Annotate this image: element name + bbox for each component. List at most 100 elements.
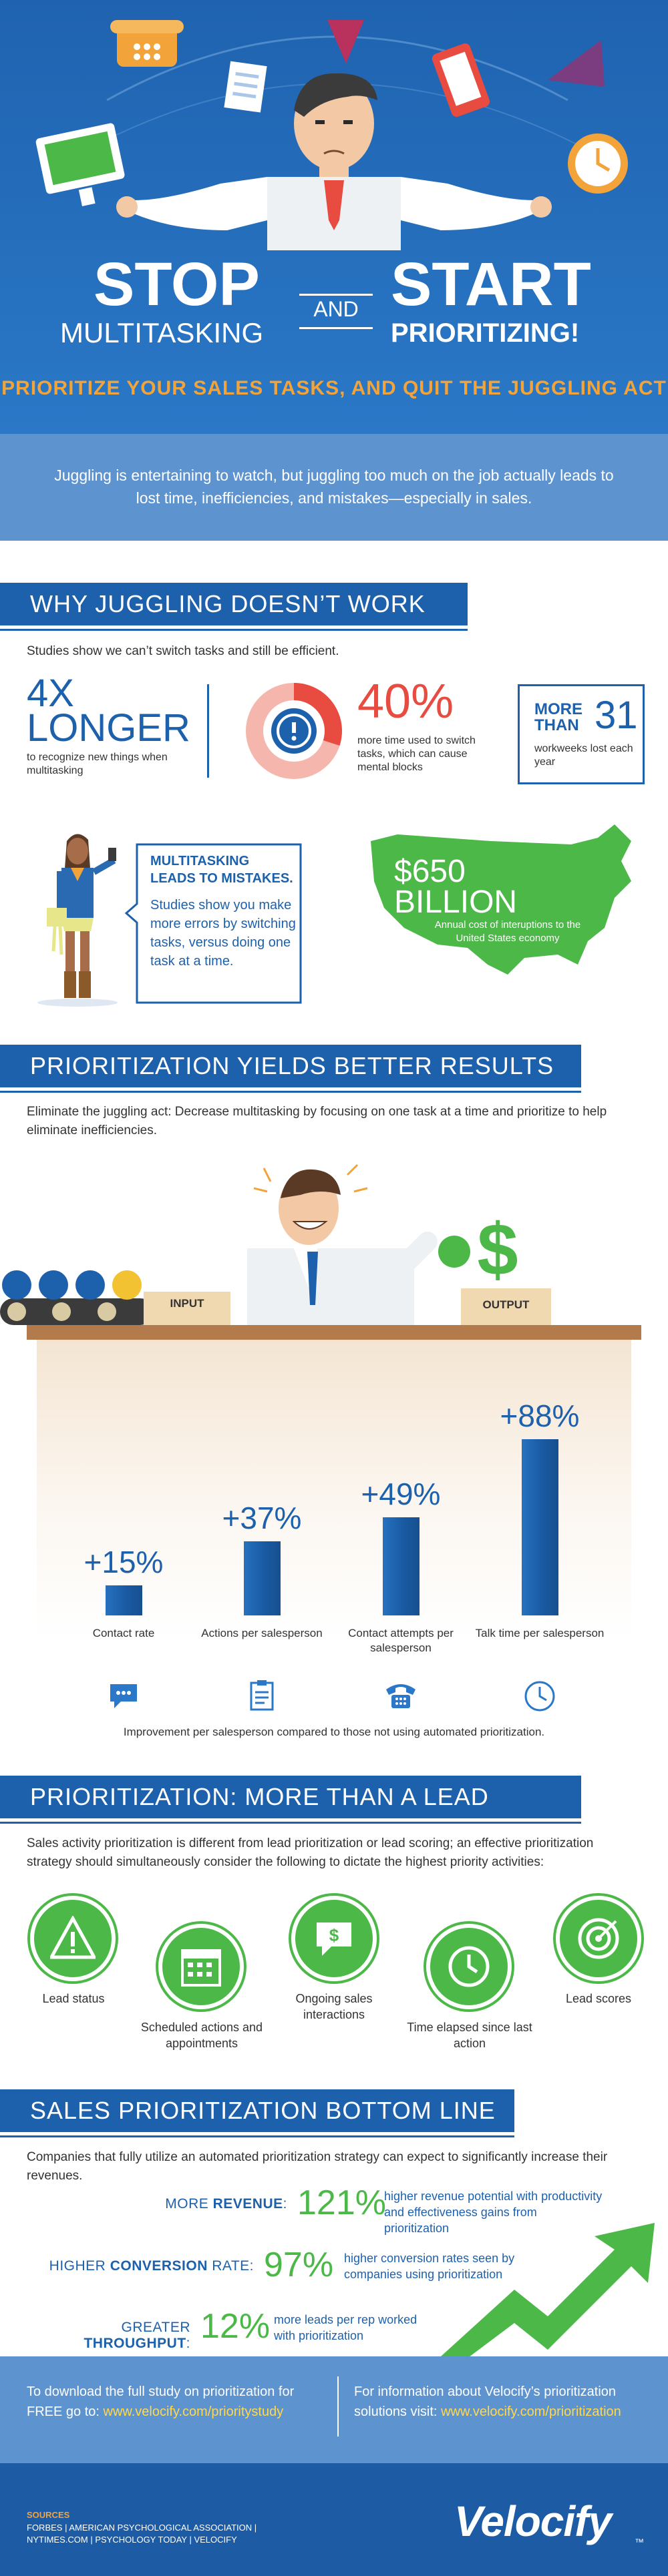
footer-sources-band: SOURCES FORBES | AMERICAN PSYCHOLOGICAL …: [0, 2463, 668, 2576]
telephone-icon: [110, 20, 184, 67]
bl-prefix: HIGHER: [49, 2258, 110, 2274]
divider: [207, 684, 209, 778]
us-map: [371, 824, 631, 975]
footer-links-band: To download the full study on prioritiza…: [0, 2356, 668, 2463]
hero-prioritizing: PRIORITIZING!: [391, 318, 580, 348]
cost-big: $650: [394, 854, 466, 889]
cost-desc: Annual cost of interuptions to the Unite…: [434, 919, 581, 944]
sources-label: SOURCES: [27, 2510, 70, 2520]
bl-row-conversion-label: HIGHER CONVERSION RATE:: [40, 2258, 254, 2274]
bottomline-intro: Companies that fully utilize an automate…: [27, 2150, 608, 2183]
hero-multitasking: MULTITASKING: [60, 317, 264, 348]
bl-suffix: RATE:: [207, 2258, 254, 2274]
triangle-shape: [548, 40, 605, 87]
bl-conversion-desc: higher conversion rates seen by companie…: [344, 2252, 515, 2281]
mobile-phone-icon: [432, 43, 490, 117]
stat-31-desc: workweeks lost each year: [534, 743, 633, 768]
clock-icon: [524, 1681, 555, 1712]
section-title-leadscore: PRIORITIZATION: MORE THAN A LEAD SCORE: [0, 1776, 581, 1853]
telephone-icon: [386, 1684, 415, 1708]
desk-top: [27, 1325, 641, 1340]
download-prefix: To download the full study on prioritiza…: [27, 2384, 295, 2419]
monitor-icon: [35, 123, 125, 206]
bar-category-label-4: Talk time per salesperson: [475, 1627, 605, 1639]
bar-value-label-4: +88%: [500, 1398, 580, 1433]
svg-text:$: $: [477, 1209, 518, 1291]
bar-value-label-1: +15%: [84, 1545, 164, 1579]
target-icon: [578, 1918, 619, 1959]
conveyor-illustration: $: [0, 1164, 551, 1342]
ongoing-circle: $: [291, 1896, 377, 1981]
info-link[interactable]: www.velocify.com/prioritization: [441, 2404, 621, 2419]
hero-stop: STOP: [94, 250, 260, 318]
lead-scores-label: Lead scores: [565, 1992, 632, 2005]
bar-4: [521, 1439, 558, 1615]
calendar-icon: [181, 1949, 221, 1987]
info-prefix: For information about Velocify’s priorit…: [354, 2384, 617, 2419]
bl-suffix: :: [283, 2196, 287, 2212]
stopwatch-chart-icon: [246, 683, 342, 779]
lead-status-circle: [30, 1896, 116, 1981]
clock-icon: [568, 134, 628, 194]
triangle-shape: [327, 20, 364, 63]
bl-bold: THROUGHPUT: [84, 2336, 186, 2351]
clipboard-icon: [250, 1680, 274, 1711]
bl-revenue-desc: higher revenue potential with productivi…: [384, 2189, 603, 2235]
hero-divider: [299, 294, 373, 296]
stat-4x: 4X: [27, 672, 74, 715]
cost-billion: BILLION: [394, 884, 518, 920]
bar-category-label-3: Contact attempts per salesperson: [348, 1627, 454, 1654]
sources-line1: FORBES | AMERICAN PSYCHOLOGICAL ASSOCIAT…: [27, 2523, 257, 2533]
bar-category-label-1: Contact rate: [92, 1627, 155, 1639]
input-label: INPUT: [170, 1297, 204, 1310]
bar-category-label-2: Actions per salesperson: [201, 1627, 323, 1639]
footer-divider: [337, 2376, 339, 2436]
stat-31-box: MORE THAN 31 workweeks lost each year: [518, 684, 645, 784]
bl-row-revenue-label: MORE REVENUE:: [80, 2196, 287, 2212]
section-title-results: PRIORITIZATION YIELDS BETTER RESULTS: [0, 1045, 581, 1093]
intro-text: Juggling is entertaining to watch, but j…: [54, 467, 614, 507]
download-link[interactable]: www.velocify.com/prioritystudy: [103, 2404, 284, 2419]
chat-bubble-icon: [110, 1684, 137, 1708]
download-text: To download the full study on prioritiza…: [27, 2382, 321, 2422]
stat-4x-desc: to recognize new things when multitaskin…: [27, 752, 168, 776]
mistakes-title: MULTITASKING LEADS TO MISTAKES.: [150, 854, 293, 886]
bl-conversion-pct: 97%: [264, 2246, 334, 2284]
mistakes-desc: Studies show you make more errors by swi…: [150, 898, 296, 969]
bl-revenue-pct: 121%: [297, 2183, 386, 2222]
svg-text:$: $: [329, 1925, 339, 1945]
warning-icon: [50, 1916, 96, 1959]
bar-3: [382, 1517, 420, 1615]
intro-band: Juggling is entertaining to watch, but j…: [0, 434, 668, 541]
output-label: OUTPUT: [482, 1298, 530, 1311]
section-title-bottomline: SALES PRIORITIZATION BOTTOM LINE: [0, 2089, 514, 2137]
lead-scores-circle: [556, 1896, 641, 1981]
stat-31: 31: [595, 694, 638, 737]
velocify-tm: ™: [635, 2537, 644, 2547]
sources-line2: NYTIMES.COM | PSYCHOLOGY TODAY | VELOCIF…: [27, 2535, 237, 2545]
bl-throughput-desc: more leads per rep worked with prioritiz…: [274, 2313, 418, 2342]
ongoing-label: Ongoing sales interactions: [295, 1992, 373, 2021]
stat-40-desc: more time used to switch tasks, which ca…: [357, 735, 476, 773]
hero-and: AND: [313, 297, 359, 321]
results-footnote: Improvement per salesperson compared to …: [123, 1726, 545, 1738]
info-text: For information about Velocify’s priorit…: [354, 2382, 648, 2422]
hero-illustration: [35, 20, 628, 250]
bl-throughput-pct: 12%: [200, 2307, 271, 2346]
hero-banner: STOP MULTITASKING AND START PRIORITIZING…: [0, 0, 668, 434]
bl-row-throughput-label: GREATER THROUGHPUT:: [13, 2320, 190, 2352]
money-chat-icon: $: [317, 1922, 351, 1956]
scheduled-circle: [158, 1924, 244, 2009]
clock-icon: [448, 1946, 490, 1987]
hero-divider: [299, 327, 373, 329]
woman-figure: [37, 834, 118, 1007]
bar-value-label-3: +49%: [361, 1477, 441, 1511]
time-elapsed-circle: [426, 1924, 512, 2009]
bl-prefix: MORE: [165, 2196, 213, 2212]
document-icon: [224, 61, 267, 113]
juggler-figure: [116, 73, 552, 250]
hero-subtitle: PRIORITIZE YOUR SALES TASKS, AND QUIT TH…: [1, 377, 667, 399]
growth-arrow-icon: [441, 2223, 655, 2363]
hero-start: START: [391, 250, 591, 318]
